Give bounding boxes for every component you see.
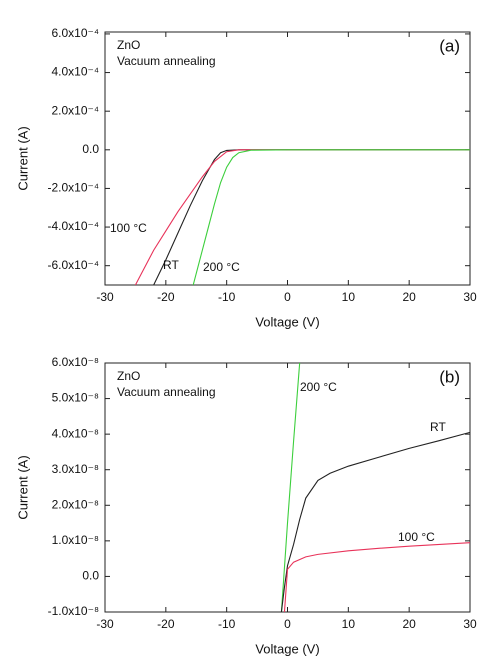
y-tick-label: 6.0x10⁻⁴ (51, 26, 99, 40)
y-tick-label: -4.0x10⁻⁴ (47, 219, 99, 233)
y-tick-label: 4.0x10⁻⁴ (51, 65, 99, 79)
annotation: Vacuum annealing (117, 54, 216, 68)
series-label: RT (430, 420, 446, 434)
x-tick-label: 0 (284, 290, 291, 304)
y-tick-label: 0.0 (82, 142, 99, 156)
x-tick-label: 10 (342, 617, 356, 631)
x-tick-label: 0 (284, 617, 291, 631)
x-tick-label: -20 (157, 290, 175, 304)
y-tick-label: 6.0x10⁻⁸ (52, 355, 99, 369)
x-tick-label: 20 (402, 617, 416, 631)
x-tick-label: 30 (463, 617, 477, 631)
y-tick-label: 5.0x10⁻⁸ (52, 391, 99, 405)
x-tick-label: -10 (218, 617, 236, 631)
y-tick-label: 1.0x10⁻⁸ (52, 533, 99, 547)
plot-frame (104, 31, 471, 286)
data-line (192, 149, 470, 285)
data-line (153, 149, 470, 285)
data-line (280, 431, 470, 612)
y-tick-label: -6.0x10⁻⁴ (47, 258, 99, 272)
x-tick-label: -20 (157, 617, 175, 631)
series-label: 200 °C (300, 380, 337, 394)
x-tick-label: -30 (96, 290, 114, 304)
x-axis-title: Voltage (V) (255, 641, 319, 656)
y-axis-title: Current (A) (15, 126, 30, 190)
x-tick-label: 30 (463, 290, 477, 304)
y-tick-label: 4.0x10⁻⁸ (52, 426, 99, 440)
data-line (134, 149, 470, 285)
x-tick-label: 10 (342, 290, 356, 304)
y-tick-label: -1.0x10⁻⁸ (48, 604, 99, 618)
panel-label: (a) (439, 36, 460, 55)
data-line (283, 542, 470, 612)
annotation: Vacuum annealing (117, 385, 216, 399)
y-tick-label: -2.0x10⁻⁴ (47, 181, 99, 195)
panel-label: (b) (439, 367, 460, 386)
y-tick-label: 0.0 (82, 569, 99, 583)
x-tick-label: -30 (96, 617, 114, 631)
series-label: 100 °C (110, 221, 147, 235)
x-tick-label: -10 (218, 290, 236, 304)
data-line (280, 363, 301, 612)
annotation: ZnO (117, 38, 140, 52)
y-axis-title: Current (A) (15, 455, 30, 519)
y-tick-label: 3.0x10⁻⁸ (52, 462, 99, 476)
annotation: ZnO (117, 369, 140, 383)
series-label: 100 °C (398, 530, 435, 544)
x-tick-label: 20 (402, 290, 416, 304)
y-tick-label: 2.0x10⁻⁸ (52, 497, 99, 511)
series-label: 200 °C (203, 260, 240, 274)
x-axis-title: Voltage (V) (255, 314, 319, 329)
y-tick-label: 2.0x10⁻⁴ (51, 103, 99, 117)
series-label: RT (163, 258, 179, 272)
